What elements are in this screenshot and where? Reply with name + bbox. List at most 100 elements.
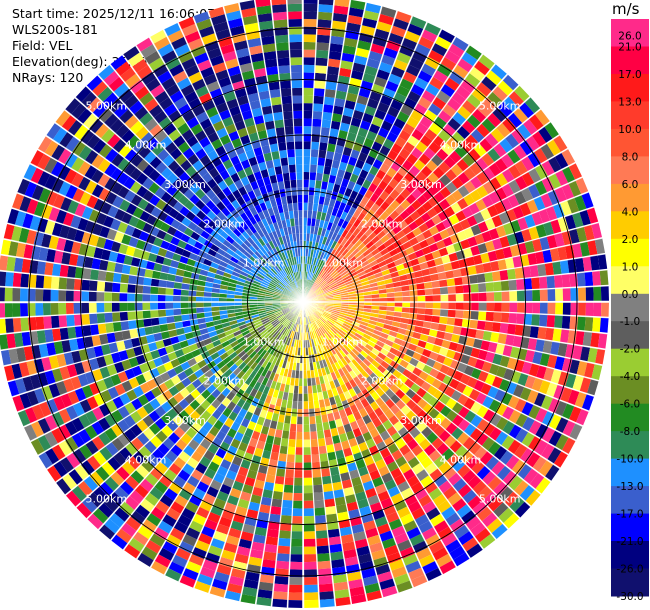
gate-cell: [388, 220, 398, 230]
gate-cell: [447, 492, 462, 506]
gate-cell: [446, 278, 456, 287]
gate-cell: [267, 466, 277, 476]
gate-cell: [227, 17, 243, 29]
gate-cell: [367, 340, 376, 348]
gate-cell: [273, 321, 281, 328]
gate-cell: [315, 65, 327, 74]
gate-cell: [324, 341, 330, 350]
gate-cell: [383, 47, 398, 59]
gate-cell: [287, 321, 293, 330]
gate-cell: [243, 356, 252, 365]
gate-cell: [261, 218, 269, 227]
gate-cell: [541, 177, 555, 193]
gate-cell: [441, 339, 451, 349]
gate-cell: [259, 349, 267, 358]
gate-cell: [446, 367, 457, 378]
gate-cell: [315, 289, 323, 295]
gate-cell: [461, 510, 477, 525]
gate-cell: [33, 201, 46, 217]
gate-cell: [130, 154, 144, 168]
gate-cell: [341, 248, 349, 257]
ray-line: [3, 301, 304, 366]
gate-cell: [554, 274, 563, 288]
ray-line: [64, 301, 304, 495]
gate-cell: [402, 553, 419, 566]
gate-cell: [330, 167, 339, 177]
range-ring-label: 4.00km: [125, 139, 167, 152]
gate-cell: [46, 123, 61, 140]
gate-cell: [111, 292, 120, 302]
gate-cell: [163, 233, 174, 243]
gate-cell: [357, 353, 366, 362]
gate-cell: [73, 314, 83, 326]
gate-cell: [244, 428, 254, 438]
colorbar-swatch: [611, 74, 649, 102]
gate-cell: [508, 279, 517, 291]
gate-cell: [108, 342, 119, 354]
gate-cell: [401, 285, 410, 292]
gate-cell: [303, 493, 314, 501]
gate-cell: [93, 345, 104, 358]
gate-cell: [142, 222, 153, 234]
range-ring-label: 3.00km: [400, 414, 442, 427]
gate-cell: [228, 527, 242, 539]
gate-cell: [311, 141, 320, 150]
gate-cell: [314, 287, 322, 293]
colorbar-tick-label: 8.0: [622, 151, 639, 163]
gate-cell: [273, 309, 282, 313]
gate-cell: [310, 272, 314, 281]
gate-cell: [284, 344, 289, 353]
gate-cell: [495, 172, 508, 187]
ray-line: [302, 301, 576, 442]
gate-cell: [315, 320, 321, 328]
gate-cell: [159, 136, 173, 149]
gate-cell: [189, 194, 200, 205]
gate-cell: [109, 118, 124, 134]
gate-cell: [384, 205, 395, 216]
gate-cell: [84, 336, 94, 349]
gate-cell: [127, 284, 136, 294]
gate-cell: [383, 239, 393, 248]
gate-cell: [44, 262, 54, 276]
gate-cell: [125, 246, 136, 257]
gate-cell: [315, 345, 320, 354]
gate-cell: [14, 332, 24, 348]
gate-cell: [378, 180, 388, 191]
gate-cell: [379, 302, 388, 307]
gate-cell: [79, 399, 92, 414]
gate-cell: [104, 312, 113, 323]
ray-line: [302, 135, 560, 303]
gate-cell: [342, 45, 356, 55]
gate-cell: [251, 107, 263, 118]
gate-cell: [482, 436, 495, 451]
gate-cell: [453, 478, 467, 492]
gate-cell: [347, 288, 356, 293]
gate-cell: [328, 339, 335, 347]
gate-cell: [508, 312, 517, 324]
gate-cell: [144, 118, 158, 132]
gate-cell: [332, 435, 341, 444]
colorbar: 21.017.013.010.08.06.04.02.01.00.0-1.0-2…: [611, 19, 649, 603]
gate-cell: [380, 447, 391, 459]
gate-cell: [545, 464, 560, 481]
gate-cell: [0, 271, 7, 287]
gate-cell: [439, 560, 456, 575]
gate-cell: [382, 87, 396, 99]
gate-cell: [553, 135, 568, 152]
gate-cell: [579, 377, 592, 393]
gate-cell: [149, 533, 166, 548]
gate-cell: [283, 227, 289, 236]
gate-cell: [391, 321, 401, 328]
gate-cell: [154, 481, 169, 494]
gate-cell: [121, 359, 132, 371]
gate-cell: [502, 470, 517, 486]
gate-cell: [281, 344, 287, 352]
gate-cell: [196, 384, 207, 395]
gate-cell: [141, 546, 158, 561]
gate-cell: [217, 36, 233, 48]
gate-cell: [209, 55, 224, 67]
gate-cell: [197, 59, 212, 72]
gate-cell: [273, 436, 282, 446]
gate-cell: [311, 126, 321, 135]
gate-cell: [128, 215, 140, 228]
